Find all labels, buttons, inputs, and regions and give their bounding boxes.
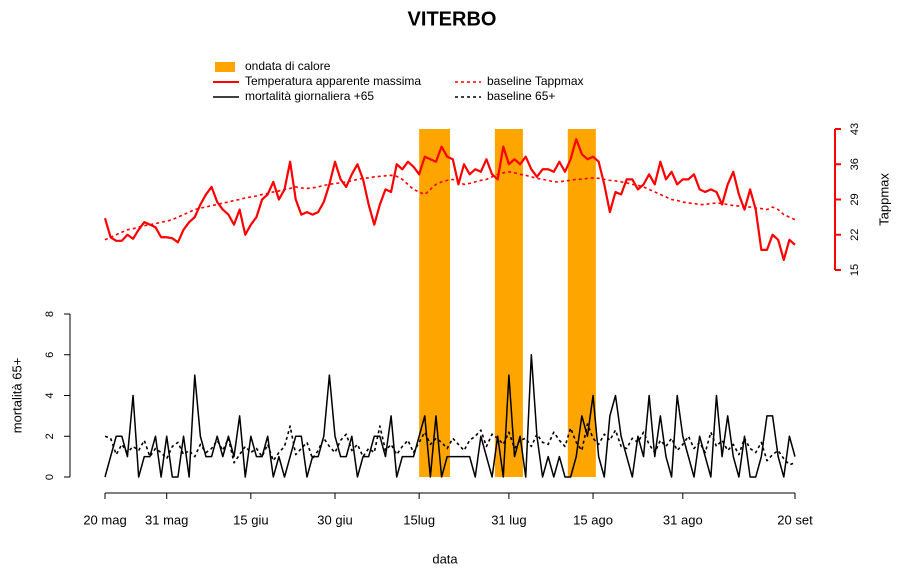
legend-label: baseline 65+	[487, 89, 555, 103]
y-tick-label: 2	[44, 433, 56, 439]
x-tick-label: 31 lug	[491, 512, 526, 527]
heatwave-band	[494, 129, 523, 477]
x-tick-label: 15 giu	[233, 512, 268, 527]
legend-label: baseline Tappmax	[487, 74, 584, 88]
series-line	[104, 423, 796, 466]
x-tick-label: 31 mag	[145, 512, 188, 527]
y-axis-title: mortalità 65+	[9, 358, 24, 434]
y-axis-title: Tappmax	[876, 173, 891, 226]
y-tick-label: 0	[44, 474, 56, 480]
y-tick-label: 22	[849, 229, 861, 241]
y-tick-label: 4	[44, 392, 56, 398]
heatwave-band	[567, 129, 596, 477]
y-tick-label: 15	[849, 264, 861, 276]
x-axis-title: data	[432, 551, 458, 566]
x-tick-label: 15lug	[403, 512, 435, 527]
y-tick-label: 43	[849, 123, 861, 135]
x-tick-label: 31 ago	[663, 512, 703, 527]
legend-label: ondata di calore	[245, 59, 331, 73]
x-tick-label: 20 mag	[83, 512, 126, 527]
series-line	[104, 171, 796, 241]
y-tick-label: 36	[849, 158, 861, 170]
y-tick-label: 8	[44, 311, 56, 317]
x-tick-label: 20 set	[777, 512, 813, 527]
y-tick-label: 29	[849, 193, 861, 205]
y-tick-label: 6	[44, 352, 56, 358]
x-tick-label: 30 giu	[317, 512, 352, 527]
legend-label: Temperatura apparente massima	[245, 74, 421, 88]
x-tick-label: 15 ago	[573, 512, 613, 527]
legend-label: mortalità giornaliera +65	[245, 89, 374, 103]
legend-swatch	[215, 62, 235, 72]
series-line	[104, 354, 796, 478]
series-line	[103, 137, 796, 262]
chart-title: VITERBO	[408, 8, 497, 30]
